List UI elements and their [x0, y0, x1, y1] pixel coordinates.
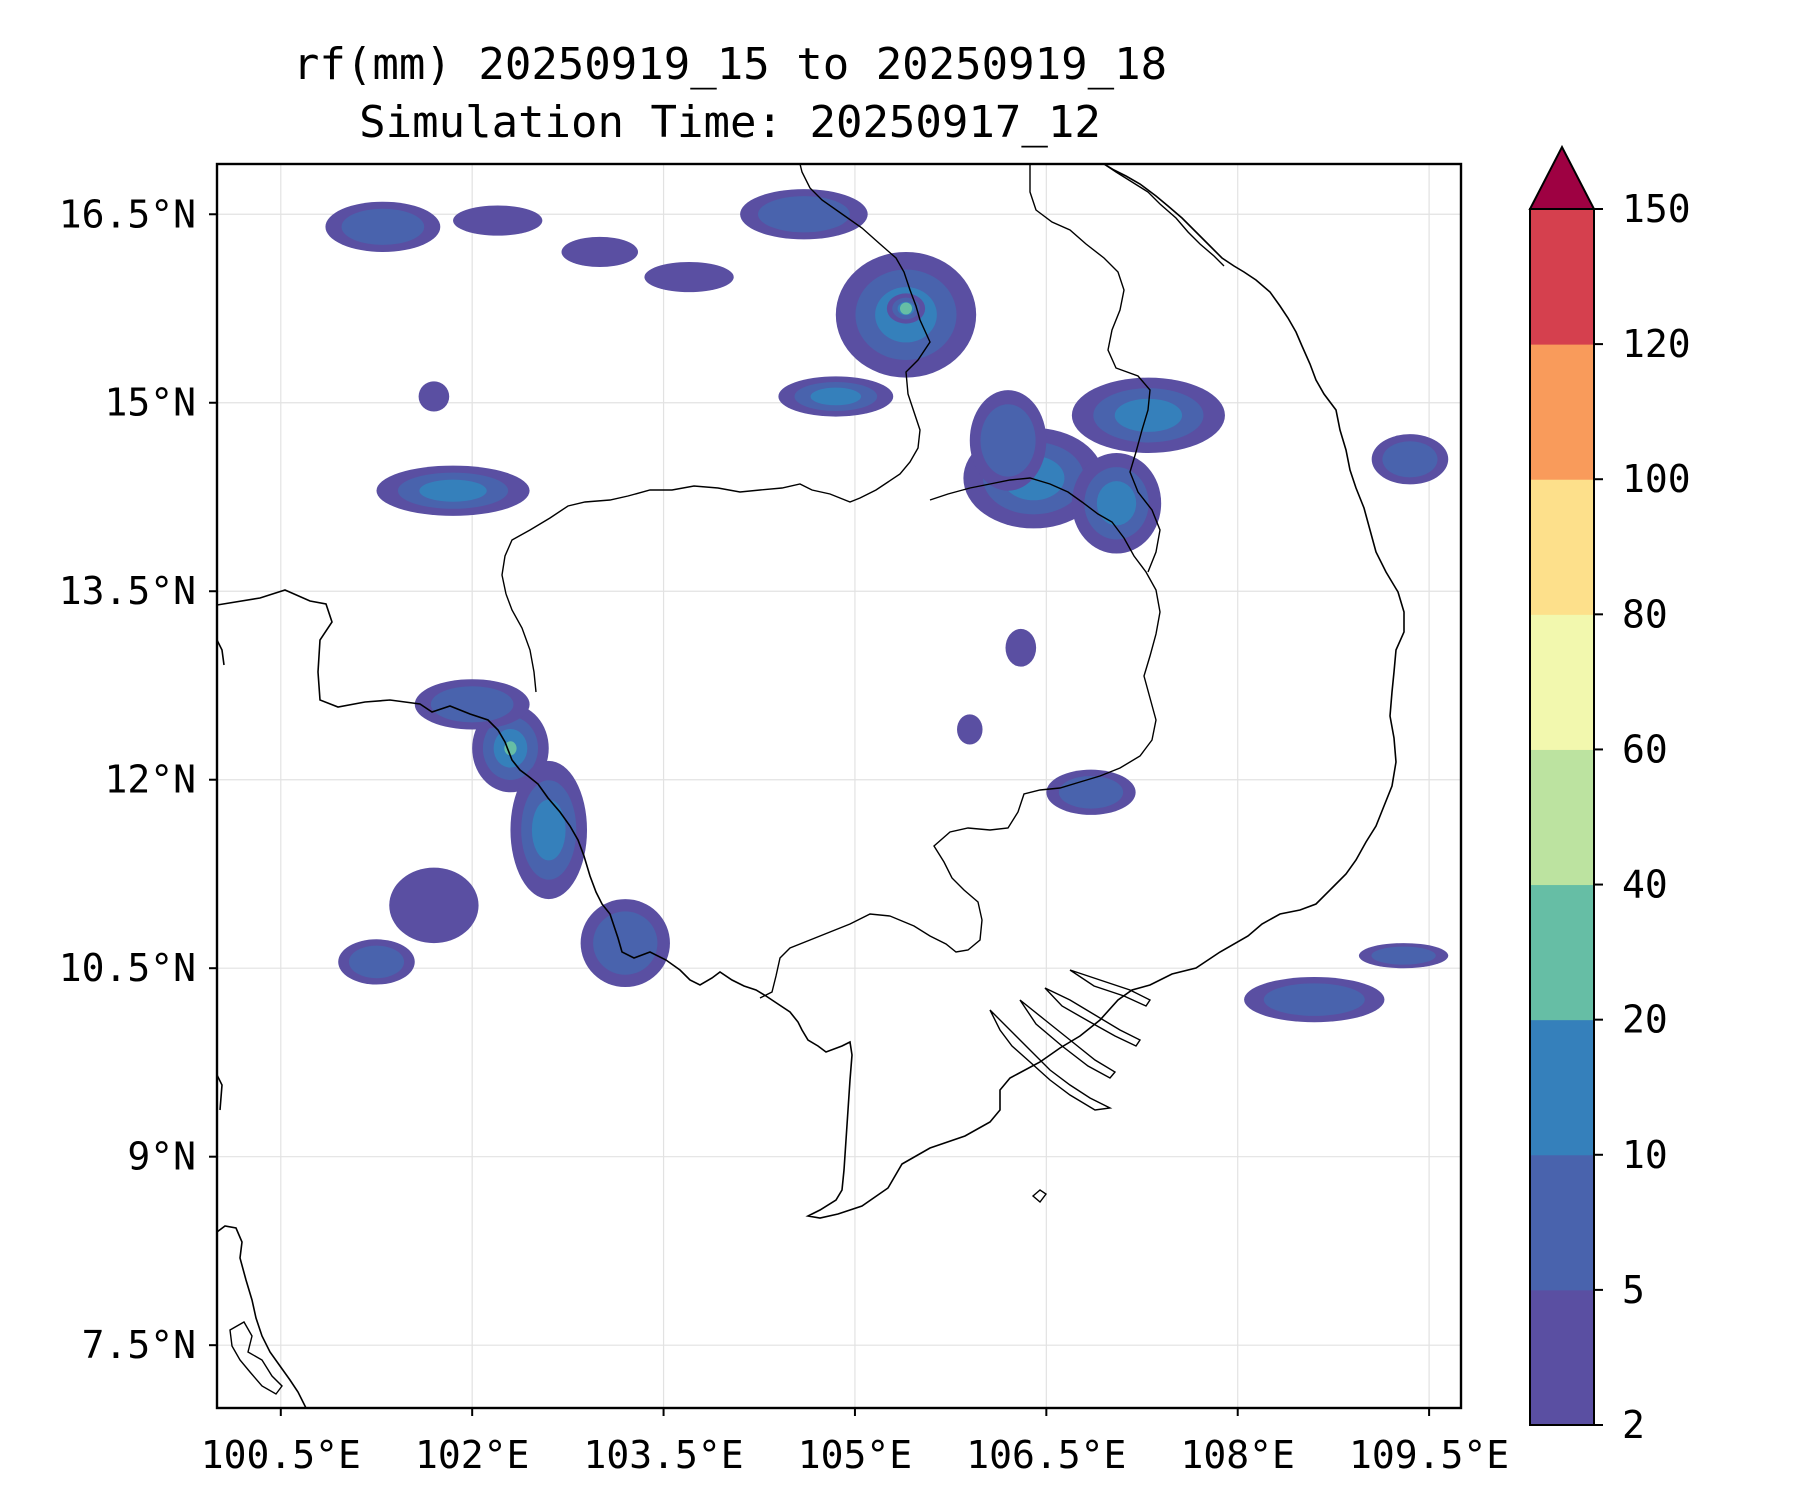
colorbar-segment	[1530, 614, 1594, 750]
mekong-delta-branch-4	[1069, 969, 1152, 1007]
coastline-gulf-of-thailand	[217, 164, 1405, 1219]
coastlines-and-borders	[217, 164, 1405, 1408]
colorbar-segment	[1530, 344, 1594, 480]
y-tick-label: 15°N	[104, 381, 196, 425]
y-tick-label: 12°N	[104, 758, 196, 802]
rain-cell	[389, 867, 479, 944]
rain-cell	[1096, 481, 1137, 526]
mekong-delta-branch-1	[989, 1009, 1113, 1111]
rain-cell	[593, 911, 658, 975]
rain-cell	[1263, 983, 1365, 1016]
rain-cell	[1005, 628, 1037, 667]
x-tick-label: 100.5°E	[201, 1433, 361, 1477]
x-tick-label: 105°E	[798, 1433, 912, 1477]
x-tick-label: 108°E	[1181, 1433, 1295, 1477]
x-tick-label: 103.5°E	[583, 1433, 743, 1477]
map-frame	[215, 162, 1463, 1410]
mekong-delta-branch-2	[1019, 999, 1117, 1079]
colorbar-segment	[1530, 749, 1594, 886]
border-laos-vietnam	[1029, 164, 1161, 573]
y-tick-label: 7.5°N	[82, 1323, 196, 1367]
rain-cell	[810, 387, 862, 406]
x-tick-label: 109.5°E	[1349, 1433, 1509, 1477]
rain-cell	[644, 262, 734, 293]
y-tick-label: 9°N	[127, 1135, 196, 1179]
colorbar-tick-label: 40	[1622, 863, 1668, 907]
colorbar-extend-arrow	[1528, 144, 1596, 210]
rain-cell	[757, 196, 850, 233]
rain-cell	[430, 686, 514, 723]
coastline-islands-south	[229, 1321, 283, 1395]
rain-cell	[418, 381, 450, 412]
coastline-west-edge	[217, 639, 225, 1111]
colorbar-segment	[1530, 1154, 1594, 1291]
rain-cell	[341, 208, 425, 245]
rain-cell	[1371, 946, 1436, 965]
colorbar-tick-label: 2	[1622, 1403, 1645, 1447]
colorbar-segment	[1530, 209, 1594, 345]
chart-title: rf(mm) 20250919_15 to 20250919_18	[292, 39, 1168, 90]
colorbar-tick-label: 20	[1622, 998, 1668, 1042]
rain-cell	[1114, 398, 1183, 432]
x-tick-label: 106.5°E	[966, 1433, 1126, 1477]
x-tick-label: 102°E	[415, 1433, 529, 1477]
border-laos-vietnam-north	[1103, 164, 1225, 267]
colorbar-tick-label: 80	[1622, 592, 1668, 636]
y-axis-ticks: 16.5°N 15°N 13.5°N 12°N 10.5°N 9°N 7.5°N	[59, 192, 217, 1367]
rain-cell	[453, 205, 543, 236]
vietnam-island-small	[1031, 1189, 1048, 1204]
y-tick-label: 13.5°N	[59, 569, 196, 613]
colorbar-tick-label: 10	[1622, 1133, 1668, 1177]
colorbar-tick-label: 120	[1622, 322, 1691, 366]
colorbar-frame	[1529, 208, 1595, 1426]
colorbar: 2 5 10 20 40 60 80 100 120 150	[1528, 144, 1691, 1447]
border-cambodia-vietnam	[759, 477, 1161, 999]
y-tick-label: 16.5°N	[59, 192, 196, 236]
rain-cell	[980, 404, 1036, 477]
rain-cell	[561, 236, 639, 268]
colorbar-segment	[1530, 884, 1594, 1021]
border-thailand-cambodia-laos	[501, 164, 931, 595]
map-gridlines	[217, 164, 1461, 1408]
rain-cell	[531, 799, 566, 861]
mekong-delta-branch-3	[1044, 987, 1142, 1047]
colorbar-tick-label: 150	[1622, 187, 1691, 231]
coastline-malay-peninsula	[217, 1225, 307, 1408]
colorbar-tick-label: 5	[1622, 1268, 1645, 1312]
border-thailand-cambodia-south	[505, 593, 537, 693]
chart-subtitle: Simulation Time: 20250917_12	[359, 97, 1101, 148]
x-axis-ticks: 100.5°E 102°E 103.5°E 105°E 106.5°E 108°E 109.…	[201, 1408, 1509, 1477]
colorbar-segment	[1530, 1019, 1594, 1156]
colorbar-tick-label: 100	[1622, 457, 1691, 501]
y-tick-label: 10.5°N	[59, 946, 196, 990]
rain-cell	[1382, 441, 1438, 478]
rain-cell	[957, 714, 983, 745]
rain-cell	[504, 741, 517, 756]
rain-cell	[348, 945, 405, 979]
rainfall-field	[325, 189, 1449, 1023]
colorbar-tick-label: 60	[1622, 727, 1668, 771]
rain-cell	[899, 302, 912, 315]
rain-cell	[1058, 775, 1124, 809]
colorbar-segment	[1530, 1289, 1594, 1426]
rain-cell	[419, 479, 487, 502]
colorbar-segment	[1530, 479, 1594, 615]
